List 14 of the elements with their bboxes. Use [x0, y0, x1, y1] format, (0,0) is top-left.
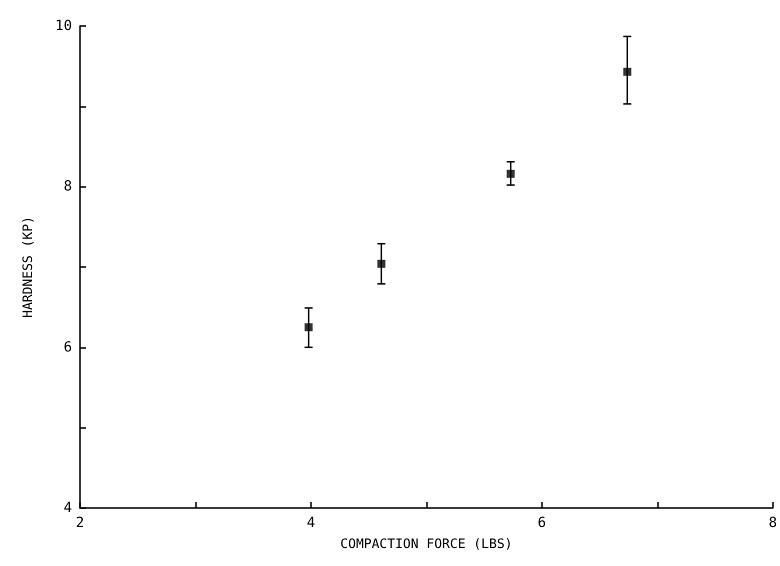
point [506, 170, 515, 178]
x-tick-label: 6 [538, 515, 546, 531]
x-axis-title: COMPACTION FORCE (LBS) [340, 537, 512, 552]
y-tick-label: 8 [64, 178, 72, 195]
point [304, 323, 313, 332]
x-tick-label: 2 [76, 515, 84, 531]
point [623, 68, 632, 76]
x-tick-label: 8 [768, 515, 778, 531]
x-tick-label: 4 [306, 515, 316, 531]
y-tick-label: 6 [64, 339, 72, 356]
y-tick-label: 10 [55, 18, 72, 34]
y-tick-label: 4 [64, 500, 72, 516]
y-axis-title: HARDNESS (KP) [21, 216, 36, 318]
point [377, 260, 386, 268]
